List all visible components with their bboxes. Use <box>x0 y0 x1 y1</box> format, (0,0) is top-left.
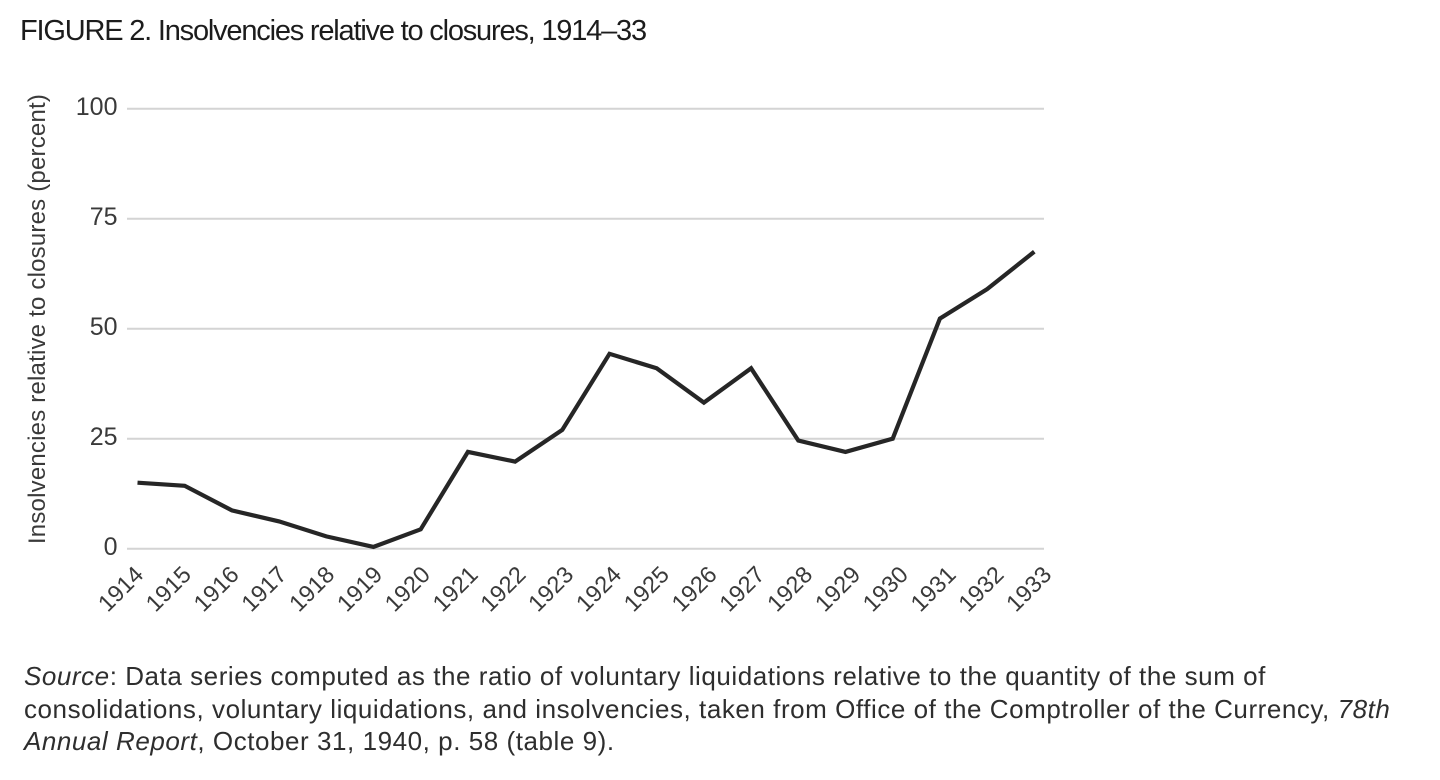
svg-text:1923: 1923 <box>523 561 578 616</box>
svg-text:1927: 1927 <box>714 561 769 616</box>
svg-text:1924: 1924 <box>571 561 626 616</box>
svg-text:1933: 1933 <box>1001 561 1056 616</box>
svg-text:1931: 1931 <box>905 561 960 616</box>
svg-text:1929: 1929 <box>810 561 865 616</box>
svg-text:1925: 1925 <box>619 561 674 616</box>
svg-text:75: 75 <box>90 203 118 231</box>
svg-text:1920: 1920 <box>380 561 435 616</box>
svg-text:1922: 1922 <box>475 561 530 616</box>
svg-text:1914: 1914 <box>93 561 148 616</box>
svg-text:0: 0 <box>104 533 118 561</box>
svg-text:1921: 1921 <box>427 561 482 616</box>
svg-text:100: 100 <box>76 93 118 121</box>
svg-text:1916: 1916 <box>188 561 243 616</box>
svg-text:1928: 1928 <box>762 561 817 616</box>
svg-text:1918: 1918 <box>284 561 339 616</box>
svg-text:1915: 1915 <box>141 561 196 616</box>
svg-text:1930: 1930 <box>858 561 913 616</box>
svg-text:25: 25 <box>90 423 118 451</box>
svg-text:1926: 1926 <box>666 561 721 616</box>
svg-text:1919: 1919 <box>332 561 387 616</box>
svg-text:1932: 1932 <box>953 561 1008 616</box>
svg-text:1917: 1917 <box>236 561 291 616</box>
svg-text:50: 50 <box>90 313 118 341</box>
